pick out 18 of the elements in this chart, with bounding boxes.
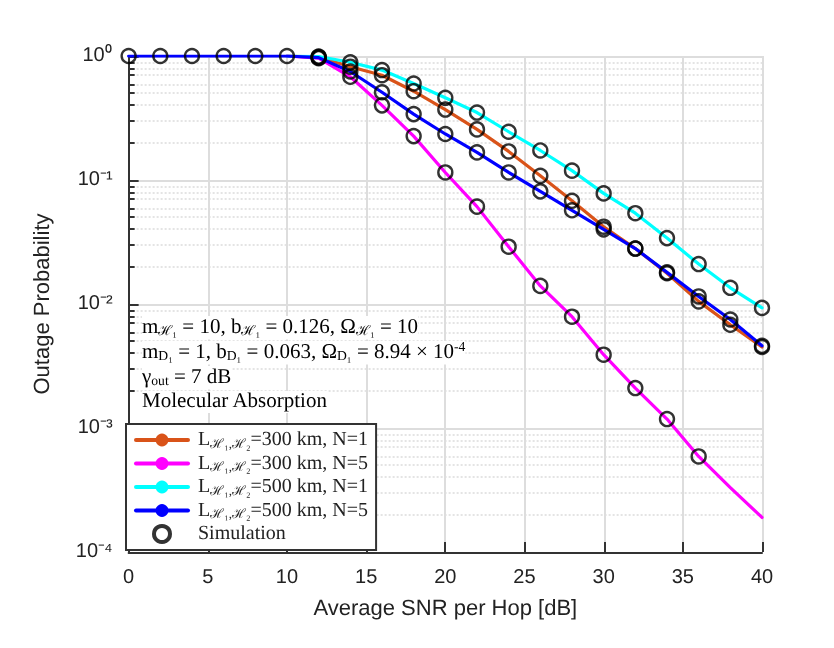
legend-label: Simulation xyxy=(198,523,286,545)
x-tick-label: 35 xyxy=(671,567,695,589)
y-tick-label: 10⁰ xyxy=(82,43,113,67)
x-axis-title: Average SNR per Hop [dB] xyxy=(313,596,578,621)
x-tick-label: 20 xyxy=(434,567,458,589)
y-tick-label: 10⁻² xyxy=(77,293,114,315)
x-tick-label: 10 xyxy=(275,567,299,589)
x-tick-label: 25 xyxy=(513,567,537,589)
y-tick-label: 10⁻³ xyxy=(77,417,114,439)
y-axis-title: Outage Probability xyxy=(31,212,55,395)
y-tick-label: 10⁻⁴ xyxy=(75,541,113,563)
x-tick-label: 0 xyxy=(123,567,136,589)
y-tick-label: 10⁻¹ xyxy=(77,169,114,191)
x-tick-label: 15 xyxy=(355,567,379,589)
annotation: Molecular Absorption xyxy=(142,391,329,413)
x-tick-label: 5 xyxy=(202,567,215,589)
x-tick-label: 30 xyxy=(592,567,616,589)
x-tick-label: 40 xyxy=(750,567,774,589)
